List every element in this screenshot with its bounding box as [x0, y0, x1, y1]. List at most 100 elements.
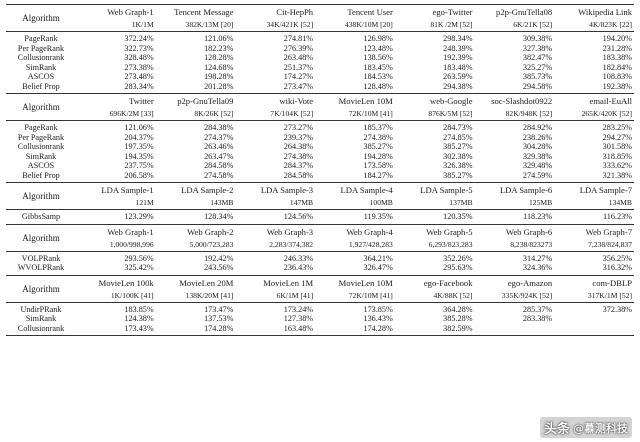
value-cell: 137.53% [204, 314, 234, 323]
algorithm-name: PageRank [24, 34, 58, 43]
value-cell: 318.85% [602, 151, 632, 161]
algorithm-name: ASCOS [27, 161, 55, 170]
value-cell: 364.21% [363, 253, 393, 263]
value-cell: 173.85% [363, 304, 393, 314]
value-cell: 231.28% [602, 43, 632, 53]
header-algorithm-label: Algorithm [6, 93, 76, 121]
dataset-name: Cit-HepPh [235, 4, 316, 19]
dataset-name: Twitter [129, 96, 154, 106]
value-cell: 284.38% [204, 123, 234, 132]
value-cell: 184.27% [315, 170, 395, 183]
value-cell: 329.38% [522, 151, 553, 161]
value-cell: 294.58% [474, 81, 555, 94]
dataset-size: 7,238/824,837 [554, 238, 634, 252]
value-cell: 251.37% [283, 62, 314, 72]
value-cell: 301.58% [602, 142, 632, 151]
value-cell: 283.25% [602, 123, 632, 132]
section-header-row: Algorithm MovieLen 100k MovieLen 20M MovieL… [6, 275, 634, 303]
table-row: SimRank 124.38% 137.53% 127.38% 136.43% 385.2… [6, 314, 634, 324]
value-cell: 321.38% [554, 170, 634, 183]
value-cell: 385.27% [394, 170, 475, 183]
value-cell: 284.73% [443, 123, 473, 132]
value-cell: 364.28% [443, 304, 473, 314]
dataset-size: 438K/10M [20] [315, 19, 395, 32]
watermark-account: @慕测科技 [573, 421, 628, 435]
section-header-row: Algorithm Twitter p2p-GnuTella09 wiki-Vote M… [6, 93, 634, 121]
value-cell: 326.38% [443, 161, 473, 170]
dataset-size: 6,293/823,283 [394, 238, 475, 252]
table-row: WVOLPRank 325.42% 243.56% 236.43% 326.47% 295… [6, 263, 634, 276]
value-cell: 283.34% [76, 81, 156, 94]
value-cell: 263.48% [283, 53, 314, 62]
value-cell: 124.38% [124, 314, 154, 323]
value-cell: 382.47% [522, 53, 553, 62]
value-cell: 295.63% [394, 263, 475, 276]
table-row: Belief Prop 283.34% 201.28% 273.47% 128.48% 2… [6, 81, 634, 94]
table-row: Collusionrank 197.35% 263.46% 264.38% 385.27… [6, 142, 634, 152]
dataset-size: 6K/1M [41] [235, 289, 316, 303]
value-cell: 194.35% [124, 151, 154, 161]
value-cell: 322.73% [124, 43, 154, 53]
dataset-name: LDA Sample-3 [260, 185, 314, 195]
algorithm-name: PageRank [24, 123, 58, 132]
dataset-name: Tencent User [315, 4, 395, 19]
value-cell: 236.43% [235, 263, 316, 276]
watermark: 头条 @慕测科技 [539, 417, 632, 438]
dataset-size: 8,238/823273 [474, 238, 555, 252]
dataset-size: 34K/421K [52] [235, 19, 316, 32]
value-cell: 326.47% [315, 263, 395, 276]
value-cell: 206.58% [76, 170, 156, 183]
dataset-name: Web Graph-3 [266, 226, 314, 237]
value-cell: 173.43% [76, 323, 156, 336]
value-cell: 294.27% [602, 132, 632, 142]
dataset-size: 72K/10M [41] [315, 289, 395, 303]
dataset-size: 138K/20M [41] [155, 289, 236, 303]
value-cell: 185.37% [363, 123, 393, 132]
dataset-name: ego-Amazon [507, 277, 553, 288]
dataset-name: LDA Sample-4 [340, 185, 393, 195]
dataset-size: 317K/1M [52] [554, 289, 634, 303]
value-cell: 248.39% [443, 43, 473, 53]
value-cell: 201.28% [155, 81, 236, 94]
table-row: Collusionrank 328.48% 128.28% 263.48% 138.56… [6, 53, 634, 63]
value-cell: 333.62% [602, 161, 632, 170]
value-cell: 116.23% [554, 209, 634, 225]
dataset-size: 876K/5M [52] [394, 108, 475, 121]
dataset-name: LDA Sample-7 [579, 185, 632, 195]
section-size-row: 696K/2M [33] 8K/26K [52] 7K/104K [52] 72K/1… [6, 108, 634, 121]
algorithm-name: Per PageRank [17, 132, 65, 142]
value-cell: 274.85% [443, 132, 473, 142]
dataset-size: 5,000/723,283 [155, 238, 236, 252]
dataset-size: 137MB [394, 197, 475, 210]
header-algorithm-label: Algorithm [6, 224, 76, 252]
value-cell: 163.48% [235, 323, 316, 336]
value-cell: 285.37% [522, 304, 553, 314]
value-cell: 128.48% [315, 81, 395, 94]
algorithm-name: SimRank [25, 314, 57, 323]
dataset-size: 121M [76, 197, 156, 210]
dataset-name: email-EuAll [589, 96, 632, 106]
value-cell: 173.47% [204, 304, 234, 314]
section-size-row: 1K/100K [41] 138K/20M [41] 6K/1M [41] 72K/1… [6, 289, 634, 303]
table-row: PageRank 121.06% 284.38% 273.27% 185.37% 284.… [6, 121, 634, 133]
dataset-name: LDA Sample-2 [181, 185, 234, 195]
value-cell: 293.56% [124, 253, 154, 263]
table-row: PageRank 372.24% 121.06% 274.81% 126.98% 298.… [6, 32, 634, 44]
value-cell [554, 323, 634, 336]
value-cell: 121.06% [124, 123, 154, 132]
dataset-size: 143MB [155, 197, 236, 210]
algorithm-name: Collusionrank [6, 323, 76, 336]
value-cell: 183.38% [602, 53, 632, 62]
table-row: Per PageRank 204.37% 274.37% 239.37% 274.38%… [6, 133, 634, 143]
value-cell: 127.38% [283, 314, 314, 323]
value-cell: 302.38% [443, 151, 473, 161]
dataset-size: 1K/100K [41] [76, 289, 156, 303]
value-cell: 174.28% [155, 323, 236, 336]
section-header-row: Algorithm Web Graph-1 Tencent Message Cit-H… [6, 4, 634, 32]
value-cell: 263.59% [443, 72, 473, 81]
value-cell: 246.33% [283, 253, 314, 263]
dataset-size: 265K/420K [52] [554, 108, 634, 121]
value-cell: 194.20% [602, 34, 632, 43]
value-cell: 138.56% [363, 53, 393, 62]
